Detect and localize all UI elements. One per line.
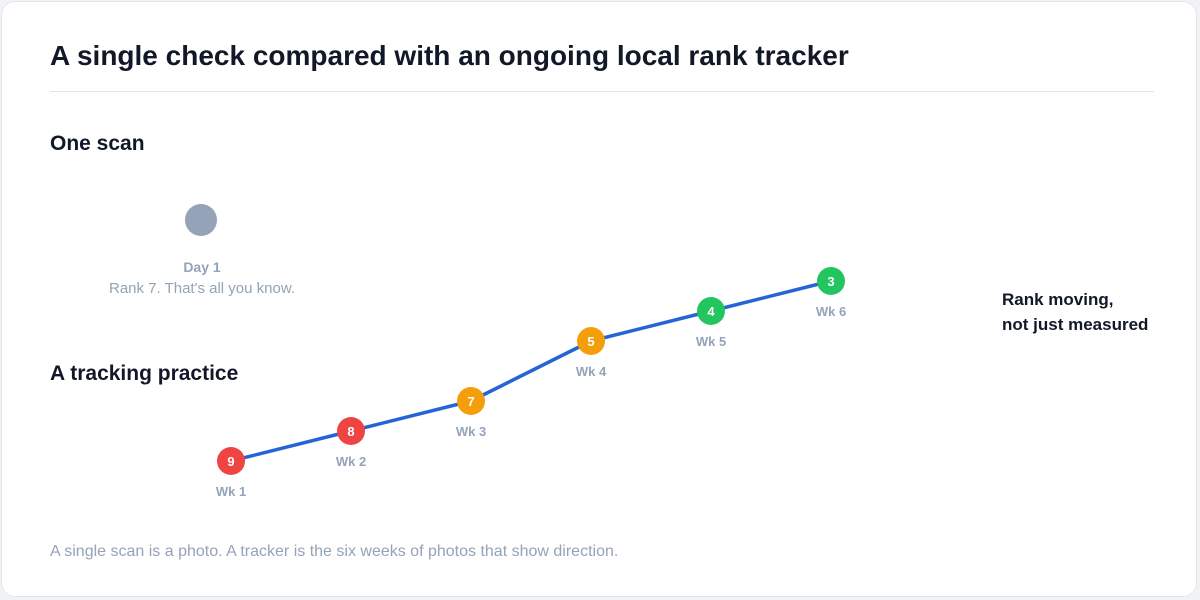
rank-value-label: 9 bbox=[227, 454, 234, 469]
rank-value-label: 7 bbox=[467, 394, 474, 409]
rank-point-3 bbox=[457, 387, 485, 415]
week-label: Wk 6 bbox=[816, 304, 846, 319]
rank-trend-line bbox=[229, 279, 833, 463]
one-scan-heading: One scan bbox=[50, 132, 145, 155]
caption: A single scan is a photo. A tracker is t… bbox=[50, 543, 619, 560]
rank-value-label: 4 bbox=[707, 304, 715, 319]
callout-line-1: Rank moving, bbox=[1002, 290, 1114, 309]
week-label: Wk 1 bbox=[216, 484, 246, 499]
rank-point-6 bbox=[817, 267, 845, 295]
rank-points: 9 Wk 1 8 Wk 2 7 Wk 3 5 Wk 4 4 Wk 5 3 Wk 6 bbox=[216, 267, 846, 499]
rank-value-label: 3 bbox=[827, 274, 834, 289]
week-label: Wk 3 bbox=[456, 424, 486, 439]
week-label: Wk 2 bbox=[336, 454, 366, 469]
single-scan-description: Rank 7. That's all you know. bbox=[108, 280, 296, 297]
single-scan-marker bbox=[185, 204, 217, 236]
rank-callout: Rank moving, not just measured bbox=[1002, 287, 1148, 337]
week-label: Wk 5 bbox=[696, 334, 726, 349]
rank-value-label: 8 bbox=[347, 424, 354, 439]
rank-point-4 bbox=[577, 327, 605, 355]
title-divider bbox=[50, 91, 1154, 92]
single-scan-day: Day 1 bbox=[183, 259, 221, 275]
page-title: A single check compared with an ongoing … bbox=[50, 40, 849, 71]
tracking-heading: A tracking practice bbox=[50, 362, 239, 385]
rank-point-2 bbox=[337, 417, 365, 445]
rank-value-label: 5 bbox=[587, 334, 594, 349]
rank-point-1 bbox=[217, 447, 245, 475]
rank-point-5 bbox=[697, 297, 725, 325]
callout-line-2: not just measured bbox=[1002, 315, 1149, 334]
week-label: Wk 4 bbox=[576, 364, 607, 379]
